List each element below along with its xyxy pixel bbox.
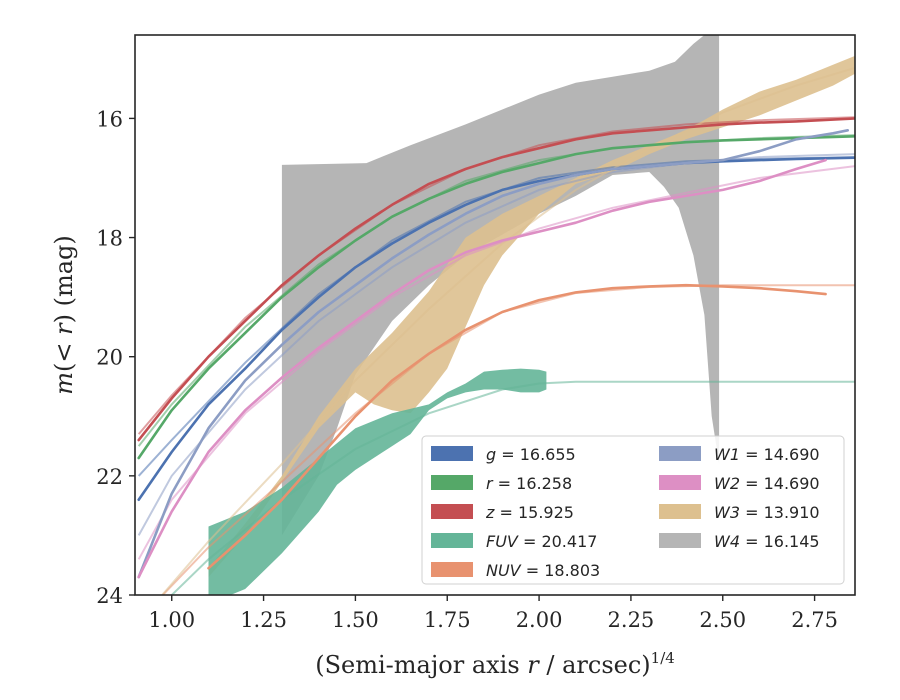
legend-swatch <box>659 475 701 490</box>
x-tick-label: 1.50 <box>332 608 379 632</box>
y-tick-label: 24 <box>96 584 123 608</box>
legend-label: W4 = 16.145 <box>714 532 820 551</box>
legend-swatch <box>431 475 473 490</box>
legend-label: r = 16.258 <box>486 474 572 493</box>
x-tick-label: 2.25 <box>608 608 655 632</box>
series-z-line <box>137 117 855 442</box>
legend-swatch <box>431 562 473 577</box>
series-w3-fit-line <box>160 66 855 595</box>
legend-swatch <box>431 533 473 548</box>
x-axis-label: (Semi-major axis r / arcsec)1/4 <box>315 649 675 679</box>
legend-swatch <box>659 504 701 519</box>
legend-swatch <box>659 446 701 461</box>
series-fuv-band <box>208 368 547 595</box>
x-tick-label: 1.75 <box>424 608 471 632</box>
legend-box <box>421 435 845 585</box>
series-w2-fit-line <box>137 165 855 560</box>
y-tick-label: 20 <box>96 346 123 370</box>
legend-swatch <box>431 504 473 519</box>
series-fuv-fit-line <box>170 380 855 595</box>
x-axis: 1.00 1.25 1.50 1.75 2.00 2.25 2.50 2.75 <box>148 595 838 632</box>
legend-label: z = 15.925 <box>485 503 574 522</box>
legend-label: W1 = 14.690 <box>714 445 820 464</box>
legend-swatch <box>659 533 701 548</box>
y-axis-label: m(< r) (mag) <box>50 235 78 395</box>
y-tick-label: 18 <box>96 227 123 251</box>
series-w4-band <box>281 35 720 536</box>
plot-area <box>137 35 855 595</box>
legend-label: W3 = 13.910 <box>714 503 820 522</box>
series-r-line <box>137 135 855 460</box>
x-tick-label: 2.50 <box>699 608 746 632</box>
x-tick-label: 2.75 <box>791 608 838 632</box>
x-tick-label: 2.00 <box>516 608 563 632</box>
y-tick-label: 16 <box>96 107 123 131</box>
legend-swatch <box>431 446 473 461</box>
legend-label: W2 = 14.690 <box>714 474 820 493</box>
x-tick-label: 1.00 <box>148 608 195 632</box>
y-tick-label: 22 <box>96 465 123 489</box>
legend-label: FUV = 20.417 <box>486 532 597 551</box>
legend-label: NUV = 18.803 <box>486 561 600 580</box>
legend-label: g = 16.655 <box>486 445 576 464</box>
series-w1-line <box>137 129 849 579</box>
y-axis: 16 18 20 22 24 <box>96 107 135 608</box>
x-tick-label: 1.25 <box>240 608 287 632</box>
axes-frame <box>134 34 856 596</box>
series-w2-line <box>137 158 827 579</box>
legend: g = 16.655 r = 16.258 z = 15.925 FUV = 20.4… <box>421 435 845 585</box>
series-nuv-line <box>207 283 827 570</box>
